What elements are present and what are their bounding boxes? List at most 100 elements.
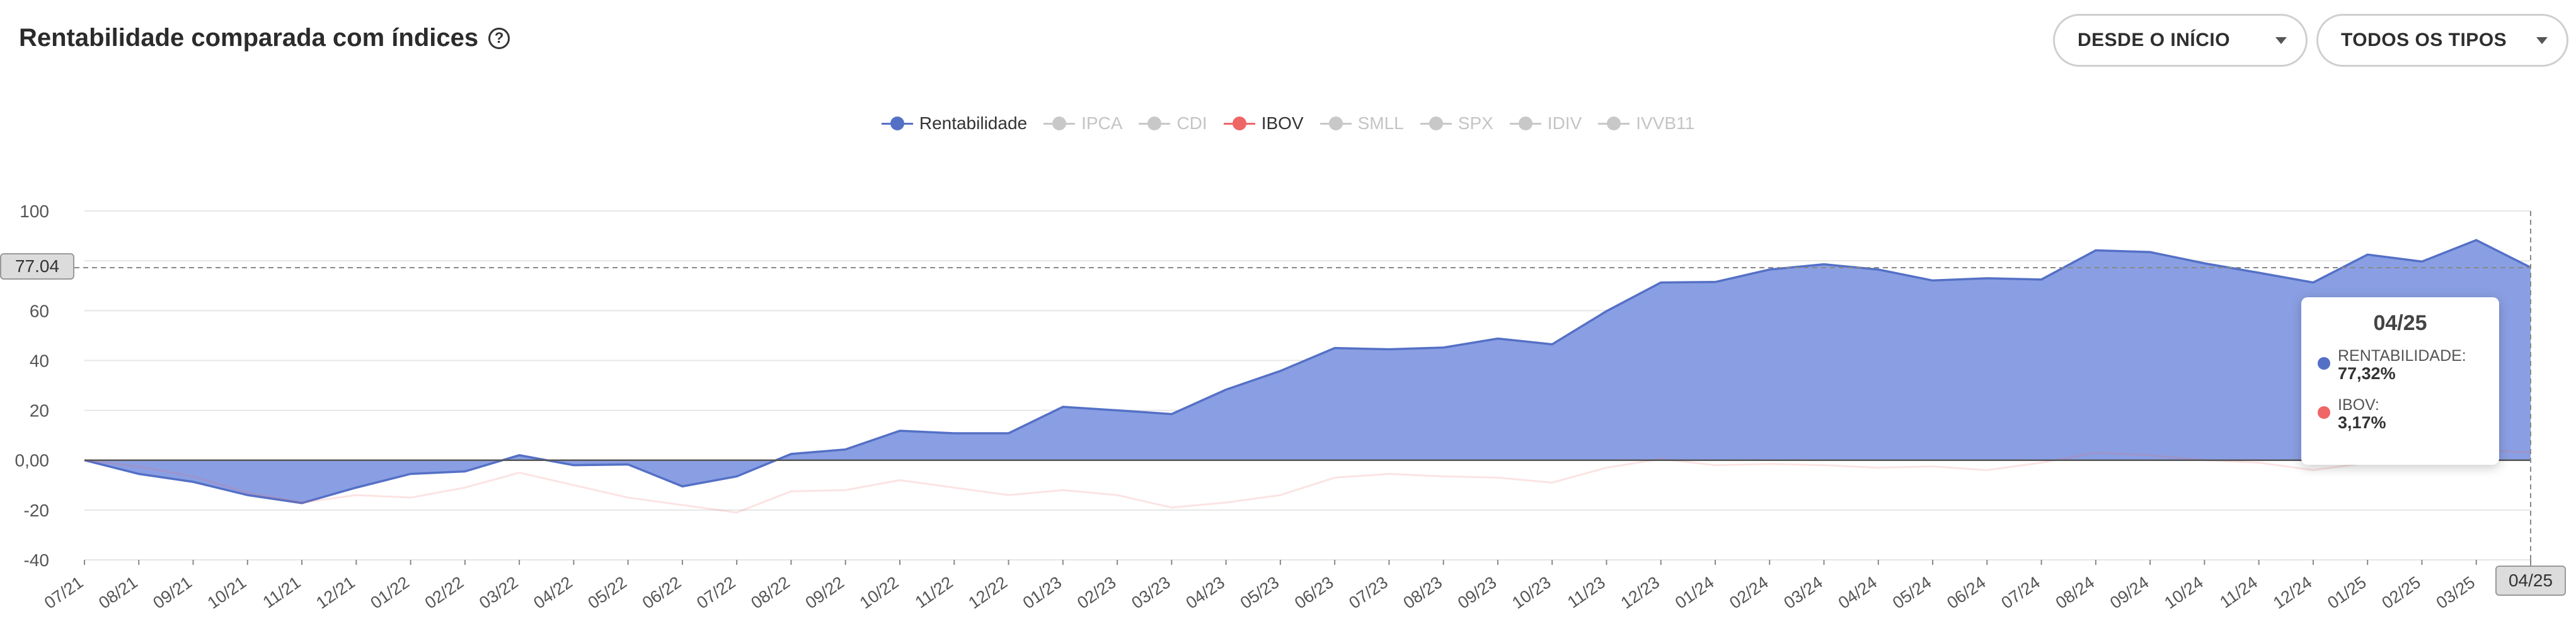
x-tick-label: 06/23 bbox=[1291, 572, 1337, 612]
legend-marker-icon bbox=[881, 117, 913, 130]
x-tick-label: 12/21 bbox=[313, 572, 359, 612]
y-tick-label: 0,00 bbox=[15, 451, 50, 470]
legend-item-idiv[interactable]: IDIV bbox=[1509, 113, 1582, 134]
legend-item-ipca[interactable]: IPCA bbox=[1044, 113, 1122, 134]
x-tick-label: 05/23 bbox=[1237, 572, 1283, 612]
x-tick-label: 09/24 bbox=[2107, 572, 2153, 612]
x-tick-label: 08/22 bbox=[747, 572, 793, 612]
x-tick-label: 10/22 bbox=[856, 572, 902, 612]
x-tick-label: 04/23 bbox=[1182, 572, 1228, 612]
x-tick-label: 08/23 bbox=[1400, 572, 1446, 612]
x-tick-label: 12/22 bbox=[965, 572, 1011, 612]
x-tick-label: 01/25 bbox=[2324, 572, 2370, 612]
x-tick-label: 09/23 bbox=[1454, 572, 1500, 612]
chevron-down-icon bbox=[2536, 37, 2548, 44]
page-title-text: Rentabilidade comparada com índices bbox=[19, 24, 479, 52]
legend-label: IDIV bbox=[1547, 113, 1582, 133]
type-dropdown[interactable]: TODOS OS TIPOS bbox=[2316, 14, 2568, 67]
help-icon[interactable]: ? bbox=[488, 27, 510, 49]
legend-marker-icon bbox=[1509, 117, 1541, 130]
tooltip-series-value: 3,17% bbox=[2338, 413, 2386, 432]
x-tick-label: 06/24 bbox=[1943, 572, 1989, 612]
tooltip-dot bbox=[2318, 357, 2330, 370]
legend-label: IBOV bbox=[1261, 113, 1304, 133]
series-line-ibov bbox=[84, 449, 2531, 514]
tooltip-series-name: RENTABILIDADE: bbox=[2338, 347, 2466, 365]
crosshair-y-label: 77.04 bbox=[0, 253, 74, 280]
legend-marker-icon bbox=[1320, 117, 1352, 130]
x-tick-label: 06/22 bbox=[639, 572, 685, 612]
x-tick-label: 03/25 bbox=[2433, 572, 2479, 612]
crosshair-x-label: 04/25 bbox=[2495, 566, 2566, 596]
x-tick-label: 03/23 bbox=[1128, 572, 1174, 612]
x-tick-label: 09/22 bbox=[802, 572, 848, 612]
x-tick-label: 09/21 bbox=[149, 572, 195, 612]
legend-item-ivvb11[interactable]: IVVB11 bbox=[1598, 113, 1694, 134]
y-tick-label: -20 bbox=[24, 501, 49, 520]
legend-label: SPX bbox=[1458, 113, 1493, 133]
legend-item-spx[interactable]: SPX bbox=[1420, 113, 1493, 134]
tooltip-series-value: 77,32% bbox=[2338, 364, 2396, 383]
x-tick-label: 08/24 bbox=[2052, 572, 2098, 612]
chart-legend: Rentabilidade IPCA CDI IBOV SMLL SPX IDIV IVVB1… bbox=[0, 113, 2576, 134]
x-tick-label: 07/23 bbox=[1345, 572, 1391, 612]
legend-marker-icon bbox=[1044, 117, 1076, 130]
legend-marker-icon bbox=[1223, 117, 1255, 130]
x-tick-label: 07/22 bbox=[693, 572, 739, 612]
chart-tooltip: 04/25 RENTABILIDADE: 77,32% IBOV: 3,17% bbox=[2301, 297, 2499, 465]
x-tick-label: 01/24 bbox=[1672, 572, 1718, 612]
tooltip-title: 04/25 bbox=[2373, 311, 2427, 335]
x-tick-label: 04/22 bbox=[530, 572, 576, 612]
y-tick-label: 40 bbox=[30, 351, 49, 370]
x-tick-label: 11/21 bbox=[260, 572, 304, 612]
y-tick-label: 60 bbox=[30, 301, 49, 321]
x-tick-label: 01/23 bbox=[1020, 572, 1066, 612]
x-tick-label: 02/24 bbox=[1726, 572, 1772, 612]
x-tick-label: 02/23 bbox=[1074, 572, 1120, 612]
x-tick-label: 11/24 bbox=[2216, 572, 2261, 612]
x-tick-label: 10/24 bbox=[2161, 572, 2207, 612]
type-dropdown-label: TODOS OS TIPOS bbox=[2341, 30, 2507, 50]
y-tick-label: 20 bbox=[30, 401, 49, 421]
x-tick-label: 07/21 bbox=[41, 572, 87, 612]
x-tick-label: 02/25 bbox=[2378, 572, 2424, 612]
tooltip-row-ibov: IBOV: 3,17% bbox=[2318, 396, 2483, 431]
legend-marker-icon bbox=[1139, 117, 1171, 130]
page-title: Rentabilidade comparada com índices ? bbox=[19, 24, 510, 52]
legend-label: CDI bbox=[1176, 113, 1207, 133]
legend-label: IVVB11 bbox=[1636, 113, 1695, 133]
period-dropdown[interactable]: DESDE O INÍCIO bbox=[2053, 14, 2308, 67]
x-tick-label: 10/23 bbox=[1509, 572, 1555, 612]
tooltip-series-name: IBOV: bbox=[2338, 396, 2379, 414]
x-tick-label: 05/22 bbox=[585, 572, 631, 612]
x-tick-label: 08/21 bbox=[95, 572, 141, 612]
x-tick-label: 02/22 bbox=[422, 572, 468, 612]
x-tick-label: 11/22 bbox=[912, 572, 957, 612]
x-tick-label: 11/23 bbox=[1564, 572, 1609, 612]
x-tick-label: 12/24 bbox=[2270, 572, 2316, 612]
x-tick-label: 01/22 bbox=[367, 572, 413, 612]
y-tick-label: -40 bbox=[24, 550, 49, 570]
x-tick-label: 07/24 bbox=[1998, 572, 2044, 612]
x-tick-label: 05/24 bbox=[1889, 572, 1935, 612]
period-dropdown-label: DESDE O INÍCIO bbox=[2078, 30, 2231, 50]
area-rentabilidade bbox=[84, 240, 2531, 503]
legend-marker-icon bbox=[1598, 117, 1630, 130]
legend-item-ibov[interactable]: IBOV bbox=[1223, 113, 1304, 134]
legend-label: IPCA bbox=[1081, 113, 1123, 133]
legend-label: Rentabilidade bbox=[919, 113, 1028, 133]
tooltip-dot bbox=[2318, 406, 2330, 419]
legend-marker-icon bbox=[1420, 117, 1452, 130]
legend-item-rentabilidade[interactable]: Rentabilidade bbox=[881, 113, 1028, 134]
series-line-rentabilidade bbox=[84, 239, 2531, 504]
x-tick-label: 03/24 bbox=[1780, 572, 1826, 612]
legend-item-smll[interactable]: SMLL bbox=[1320, 113, 1404, 134]
legend-label: SMLL bbox=[1357, 113, 1404, 133]
legend-item-cdi[interactable]: CDI bbox=[1139, 113, 1207, 134]
x-tick-label: 12/23 bbox=[1618, 572, 1664, 612]
x-tick-label: 03/22 bbox=[476, 572, 522, 612]
x-tick-label: 04/24 bbox=[1835, 572, 1881, 612]
y-tick-label: 100 bbox=[20, 202, 49, 221]
tooltip-row-rentabilidade: RENTABILIDADE: 77,32% bbox=[2318, 347, 2483, 382]
x-tick-label: 10/21 bbox=[204, 572, 250, 612]
